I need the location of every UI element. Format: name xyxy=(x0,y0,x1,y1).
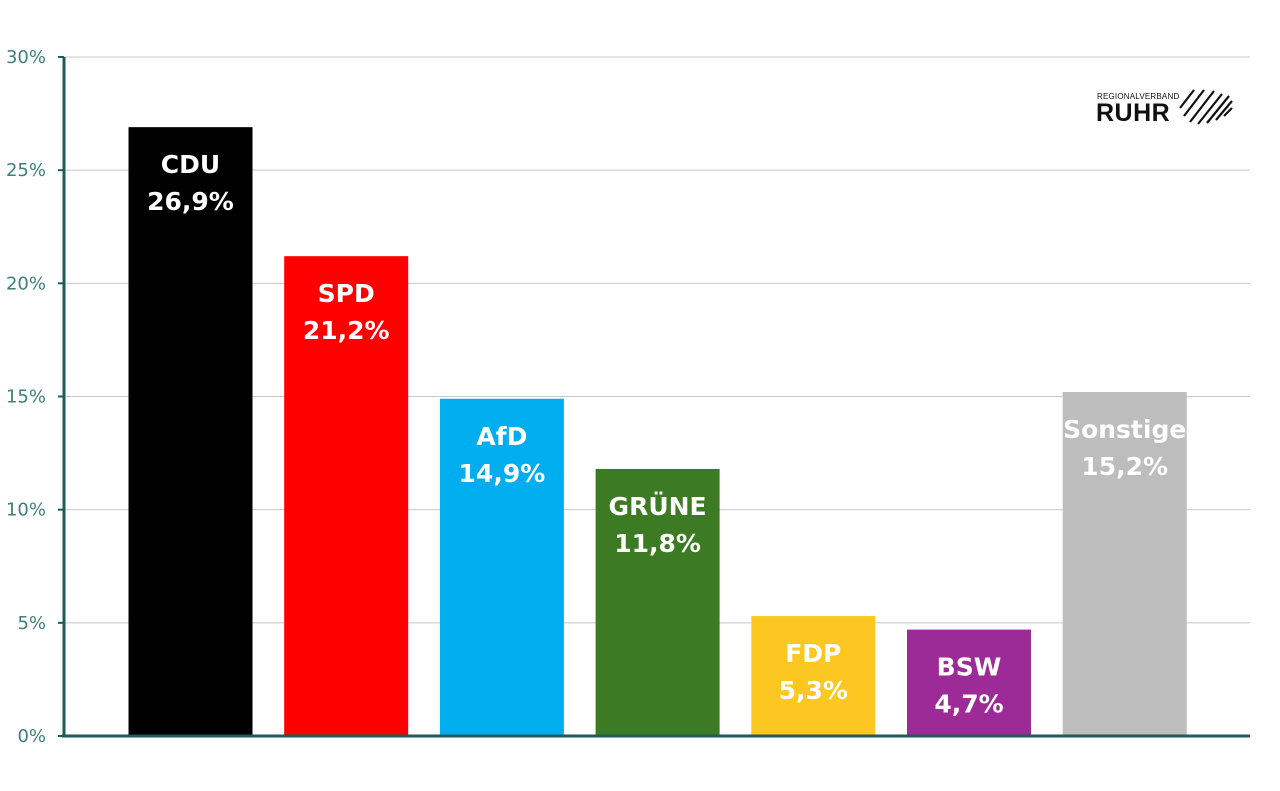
bar-labels: CDU 26,9% SPD 21,2% AfD 14,9% GRÜNE 11,8% FDP 5,3… xyxy=(147,150,1186,718)
bar-value-label: 4,7% xyxy=(934,690,1003,719)
bar-bsw xyxy=(907,629,1031,736)
y-tick-label: 10% xyxy=(6,500,46,521)
bar-value-label: 15,2% xyxy=(1081,452,1168,481)
logo-small-text: REGIONALVERBAND xyxy=(1097,92,1180,101)
bar-spd xyxy=(284,256,409,736)
grid-lines xyxy=(64,56,1250,624)
bar-fdp xyxy=(751,616,876,736)
y-tick-label: 30% xyxy=(6,47,46,68)
bar-afd xyxy=(439,398,564,736)
y-tick-label: 15% xyxy=(6,387,46,408)
bar-category-label: BSW xyxy=(937,653,1002,682)
bar-value-label: 11,8% xyxy=(614,529,701,558)
bar-value-label: 14,9% xyxy=(459,459,546,488)
logo-hatch-icon xyxy=(1179,89,1233,125)
bar-category-label: GRÜNE xyxy=(609,491,707,521)
bar-grüne xyxy=(595,468,720,736)
bar-category-label: FDP xyxy=(785,639,841,668)
regionalverband-ruhr-logo: REGIONALVERBAND RUHR xyxy=(1096,88,1236,128)
y-tick-label: 5% xyxy=(17,613,46,634)
bar-category-label: SPD xyxy=(318,279,375,308)
bar-category-label: AfD xyxy=(476,422,527,451)
bar-sonstige xyxy=(1062,391,1187,736)
y-tick-label: 25% xyxy=(6,160,46,181)
bar-category-label: Sonstige xyxy=(1063,415,1186,444)
y-axis-ticks: 0% 5% 10% 15% 20% 25% 30% xyxy=(6,47,64,747)
bar-category-label: CDU xyxy=(161,150,220,179)
bars xyxy=(128,127,1187,736)
logo-big-text: RUHR xyxy=(1096,99,1171,127)
y-tick-label: 0% xyxy=(17,726,46,747)
bar-cdu xyxy=(128,127,253,736)
bar-value-label: 21,2% xyxy=(303,316,390,345)
bar-value-label: 26,9% xyxy=(147,187,234,216)
bar-value-label: 5,3% xyxy=(779,676,848,705)
y-tick-label: 20% xyxy=(6,273,46,294)
